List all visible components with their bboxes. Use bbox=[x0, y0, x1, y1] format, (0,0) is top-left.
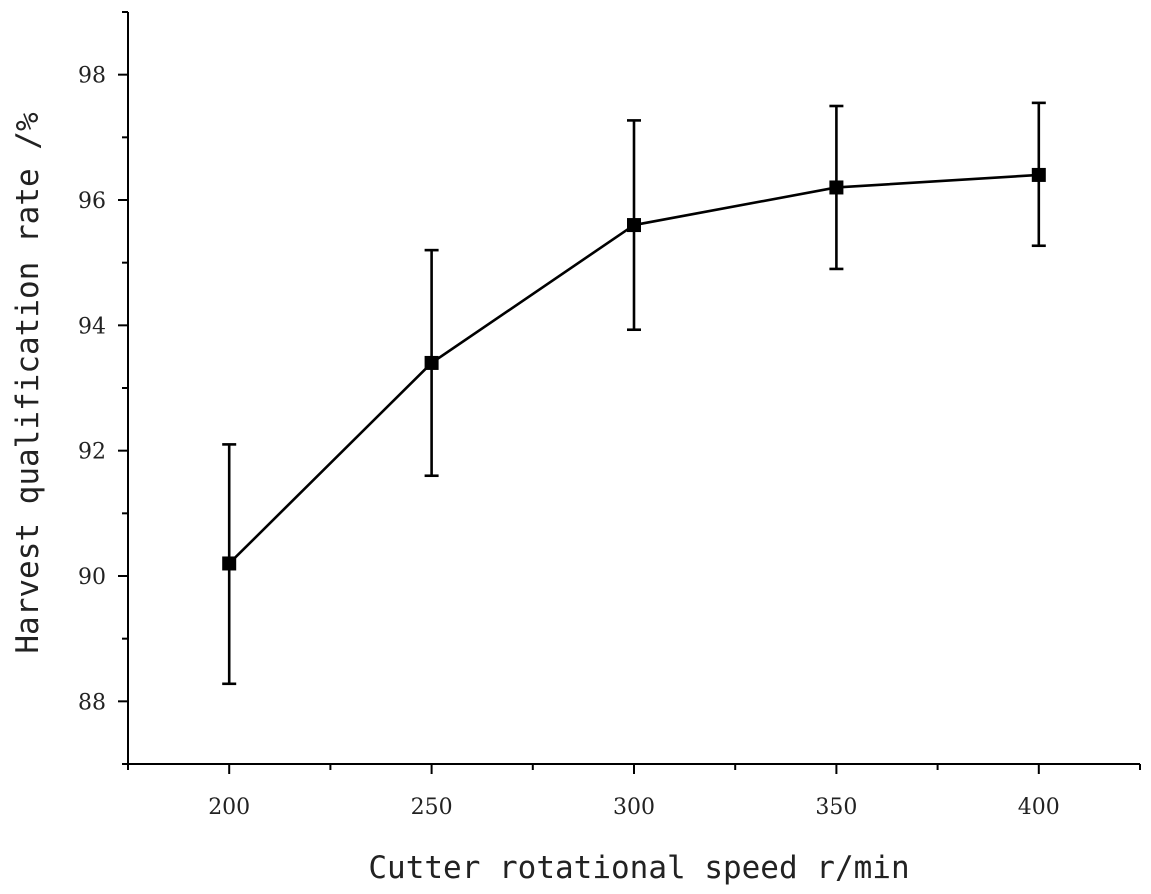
x-tick-label: 300 bbox=[613, 795, 655, 820]
data-point bbox=[627, 218, 641, 233]
y-tick-label: 88 bbox=[78, 690, 106, 715]
x-tick-label: 350 bbox=[815, 795, 857, 820]
data-point bbox=[424, 355, 439, 370]
x-axis-title: Cutter rotational speed r/min bbox=[368, 850, 909, 886]
data-point bbox=[829, 180, 844, 195]
x-tick-label: 400 bbox=[1018, 795, 1060, 820]
x-tick-label: 200 bbox=[208, 795, 250, 820]
y-tick-label: 90 bbox=[78, 565, 106, 590]
data-point bbox=[222, 556, 237, 571]
y-tick-label: 98 bbox=[78, 64, 106, 89]
plot-area bbox=[222, 101, 1046, 686]
y-tick-label: 94 bbox=[78, 314, 106, 339]
ticks bbox=[118, 11, 1141, 774]
y-axis-title: Harvest qualification rate /% bbox=[10, 112, 46, 654]
y-tick-label: 96 bbox=[78, 189, 106, 214]
y-tick-label: 92 bbox=[78, 440, 106, 465]
tick-labels: 200 250 300 350 400 88 90 92 94 96 98 bbox=[78, 64, 1060, 820]
data-point bbox=[1031, 167, 1046, 182]
x-tick-label: 250 bbox=[411, 795, 453, 820]
